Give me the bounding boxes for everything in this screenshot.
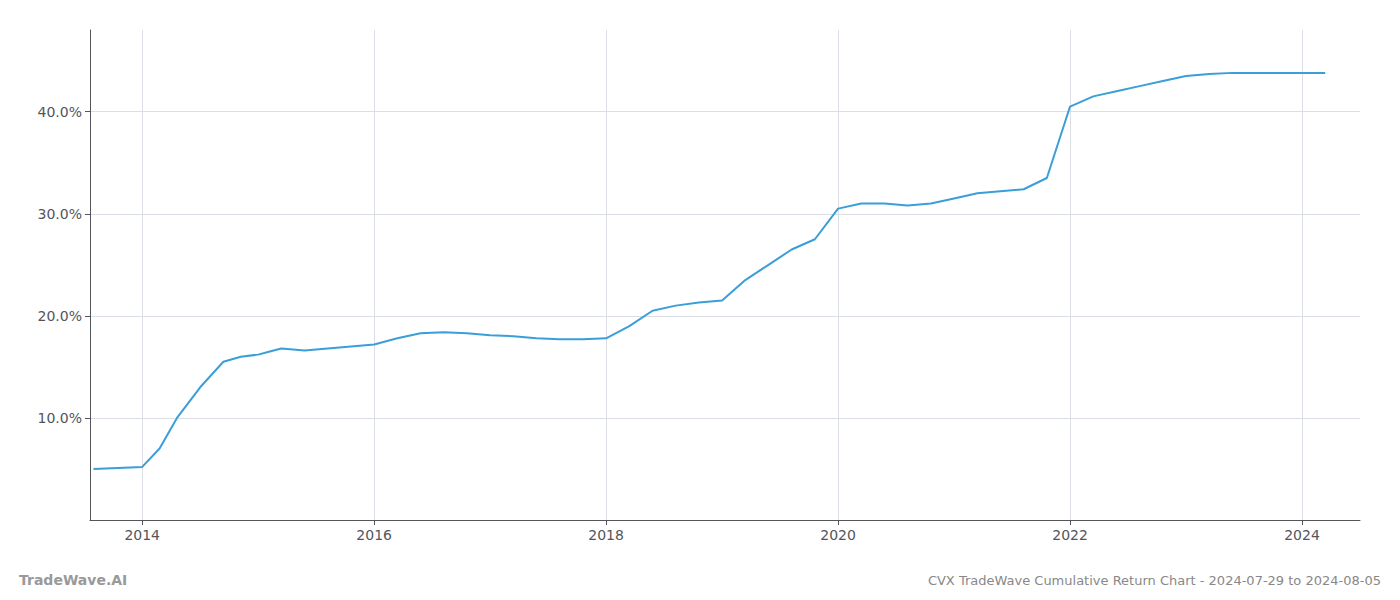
svg-text:2014: 2014 (124, 527, 160, 543)
svg-text:2016: 2016 (356, 527, 392, 543)
svg-text:2020: 2020 (820, 527, 856, 543)
svg-text:30.0%: 30.0% (38, 206, 82, 222)
svg-text:CVX TradeWave Cumulative Retur: CVX TradeWave Cumulative Return Chart - … (928, 573, 1381, 588)
svg-text:20.0%: 20.0% (38, 308, 82, 324)
svg-text:2024: 2024 (1284, 527, 1320, 543)
svg-text:2018: 2018 (588, 527, 624, 543)
svg-text:2022: 2022 (1052, 527, 1088, 543)
svg-text:10.0%: 10.0% (38, 410, 82, 426)
svg-text:TradeWave.AI: TradeWave.AI (19, 572, 127, 588)
svg-text:40.0%: 40.0% (38, 104, 82, 120)
